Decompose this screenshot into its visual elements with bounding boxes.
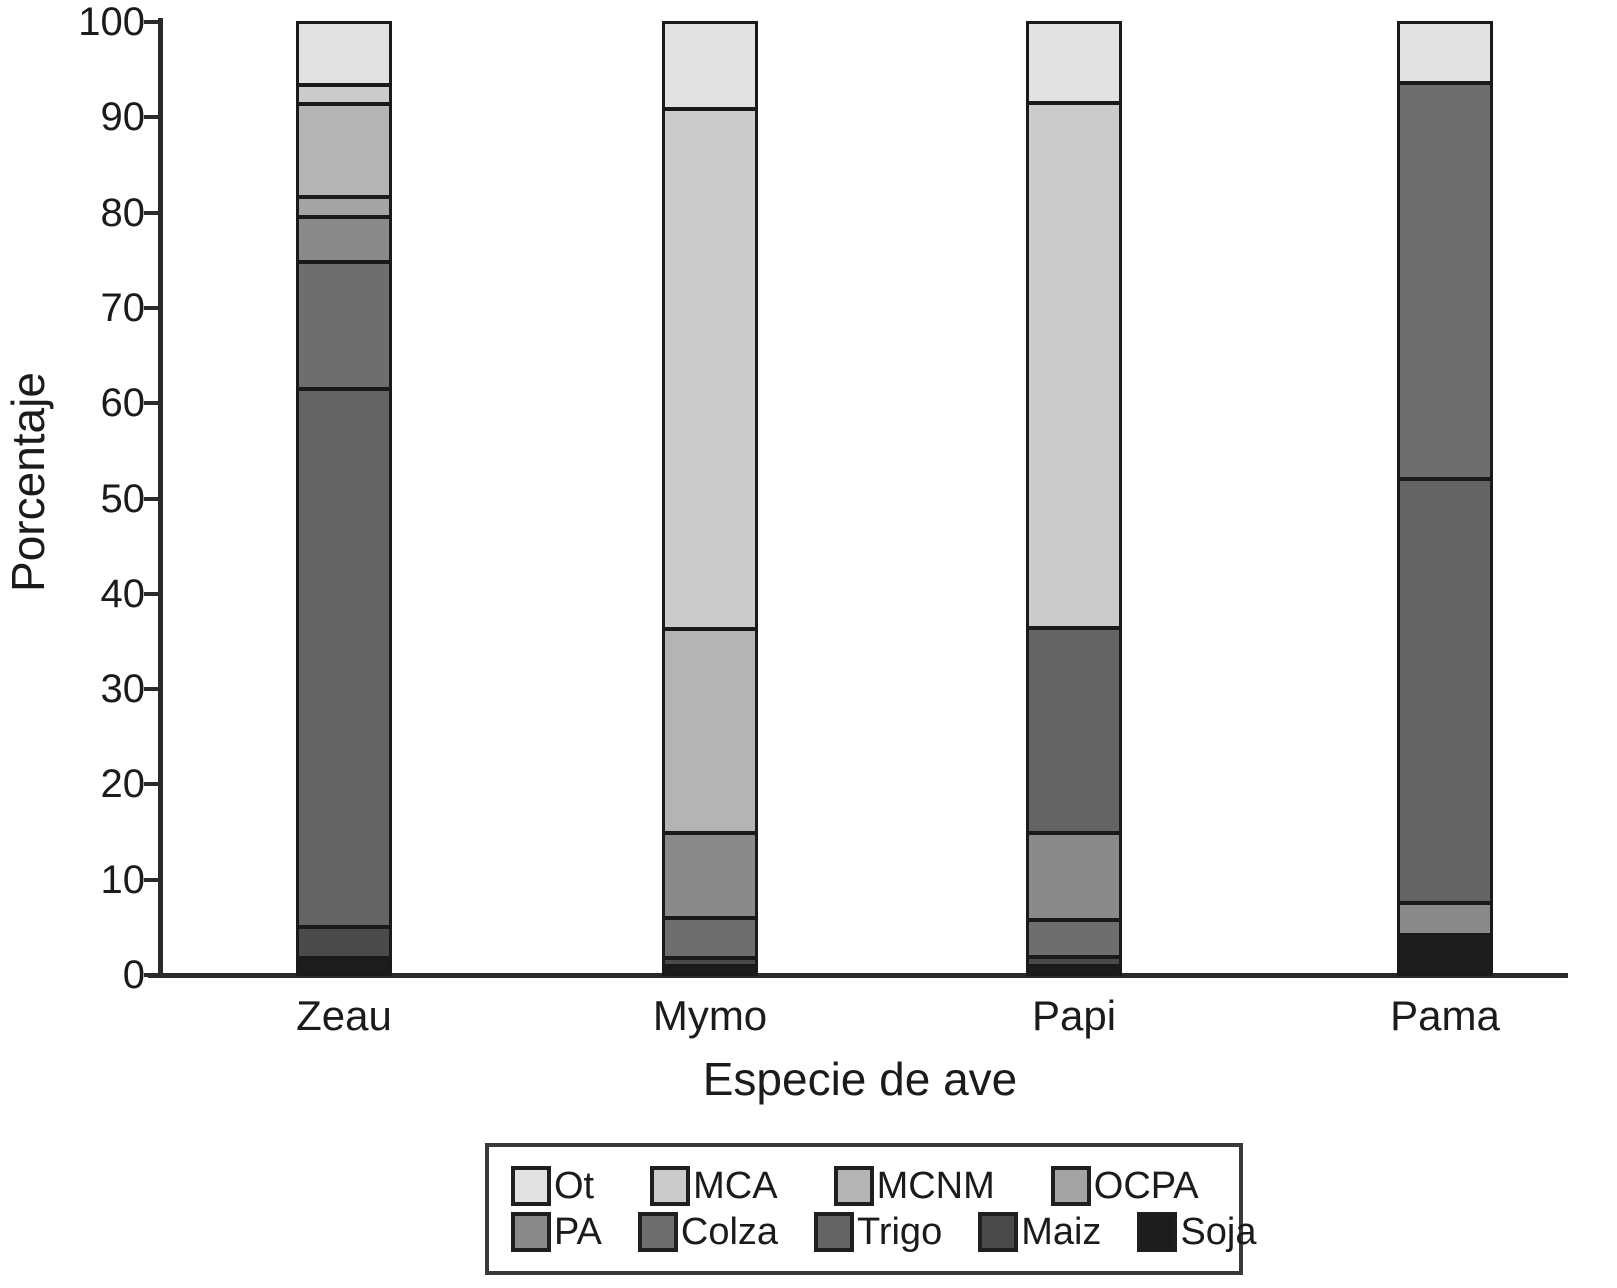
y-tick-label: 50 <box>100 476 146 521</box>
bar-segment-Colza <box>296 261 392 390</box>
x-tick-label: Pama <box>1390 992 1500 1039</box>
legend-swatch-Trigo <box>814 1212 855 1252</box>
legend-item-PA: PA <box>511 1212 602 1252</box>
legend-label: OCPA <box>1093 1165 1199 1207</box>
legend: Ot MCA MCNM OCPA PA Colza Trigo Maiz Soja <box>485 1143 1257 1275</box>
y-tick-label: 40 <box>100 571 146 616</box>
legend-swatch-Maiz <box>978 1212 1019 1252</box>
legend-item-Ot: Ot <box>511 1166 594 1206</box>
bar-segment-PA <box>662 832 758 919</box>
legend-swatch-Ot <box>511 1166 551 1206</box>
legend-swatch-Soja <box>1137 1212 1178 1252</box>
legend-swatch-Colza <box>637 1212 678 1252</box>
bar-segment-PA <box>296 216 392 264</box>
y-axis-line <box>158 18 163 978</box>
y-tick <box>144 877 159 882</box>
y-tick-label: 80 <box>100 190 146 235</box>
bar-segment-Ot <box>296 21 392 86</box>
bar-Pama <box>1397 21 1493 976</box>
bar-segment-OCPA <box>296 196 392 219</box>
y-tick <box>144 496 159 501</box>
y-tick-label: 90 <box>100 95 146 140</box>
bar-segment-Colza <box>1026 918 1122 958</box>
legend-swatch-PA <box>511 1212 551 1252</box>
bar-Zeau <box>296 21 392 976</box>
bar-Papi <box>1026 21 1122 976</box>
legend-item-Soja: Soja <box>1137 1211 1257 1253</box>
y-tick <box>144 210 159 215</box>
bar-segment-Ot <box>1397 21 1493 84</box>
x-tick-label: Zeau <box>296 992 392 1039</box>
bar-segment-Trigo <box>1026 627 1122 835</box>
legend-label: Colza <box>680 1211 779 1253</box>
x-tick-label: Papi <box>1031 992 1117 1039</box>
x-axis-line <box>148 973 1568 978</box>
legend-item-MCNM: MCNM <box>833 1165 995 1207</box>
legend-swatch-OCPA <box>1050 1166 1091 1206</box>
legend-item-Colza: Colza <box>637 1211 779 1253</box>
y-tick <box>144 782 159 787</box>
y-tick-label: 60 <box>100 381 146 426</box>
bar-segment-Soja <box>296 956 392 976</box>
legend-label: Maiz <box>1021 1211 1102 1253</box>
x-axis-title: Especie de ave <box>702 1053 1018 1105</box>
x-tick-label: Mymo <box>652 992 768 1039</box>
legend-swatch-MCNM <box>833 1166 874 1206</box>
bar-segment-Colza <box>1397 82 1493 481</box>
legend-item-OCPA: OCPA <box>1050 1165 1199 1207</box>
bar-segment-Maiz <box>296 926 392 959</box>
bar-segment-MCA <box>662 107 758 631</box>
y-tick <box>144 305 159 310</box>
bar-segment-Trigo <box>1397 478 1493 904</box>
legend-label: MCA <box>693 1165 778 1207</box>
bar-segment-MCA <box>296 83 392 105</box>
y-tick-label: 10 <box>100 857 146 902</box>
legend-item-Maiz: Maiz <box>978 1212 1101 1252</box>
bar-segment-Trigo <box>296 387 392 929</box>
y-tick <box>144 591 159 596</box>
bar-Mymo <box>662 21 758 976</box>
bar-segment-Ot <box>1026 21 1122 105</box>
bar-segment-MCA <box>1026 102 1122 630</box>
legend-label: PA <box>554 1211 602 1253</box>
y-tick-label: 100 <box>78 0 145 44</box>
legend-row: PA Colza Trigo Maiz Soja <box>511 1211 1257 1253</box>
bar-segment-PA <box>1397 901 1493 936</box>
y-tick-label: 20 <box>100 762 146 807</box>
bar-segment-MCNM <box>296 102 392 199</box>
y-tick <box>144 115 159 120</box>
legend-row: Ot MCA MCNM OCPA <box>511 1166 1239 1206</box>
bar-segment-Colza <box>662 916 758 959</box>
legend-label: MCNM <box>876 1165 995 1207</box>
legend-item-MCA: MCA <box>650 1165 778 1207</box>
legend-label: Trigo <box>857 1211 943 1253</box>
legend-label: Soja <box>1180 1211 1257 1253</box>
y-tick <box>144 401 159 406</box>
y-tick-label: 30 <box>100 667 146 712</box>
legend-swatch-MCA <box>650 1166 691 1206</box>
bar-segment-Soja <box>1397 933 1493 976</box>
bar-segment-MCNM <box>662 628 758 835</box>
y-tick <box>144 687 159 692</box>
y-tick <box>144 973 159 977</box>
legend-item-Trigo: Trigo <box>814 1212 942 1252</box>
legend-label: Ot <box>554 1165 595 1207</box>
bar-segment-PA <box>1026 832 1122 921</box>
y-tick-label: 0 <box>122 953 145 997</box>
y-tick <box>144 20 159 24</box>
bar-segment-Ot <box>662 21 758 110</box>
y-tick-label: 70 <box>100 285 146 330</box>
